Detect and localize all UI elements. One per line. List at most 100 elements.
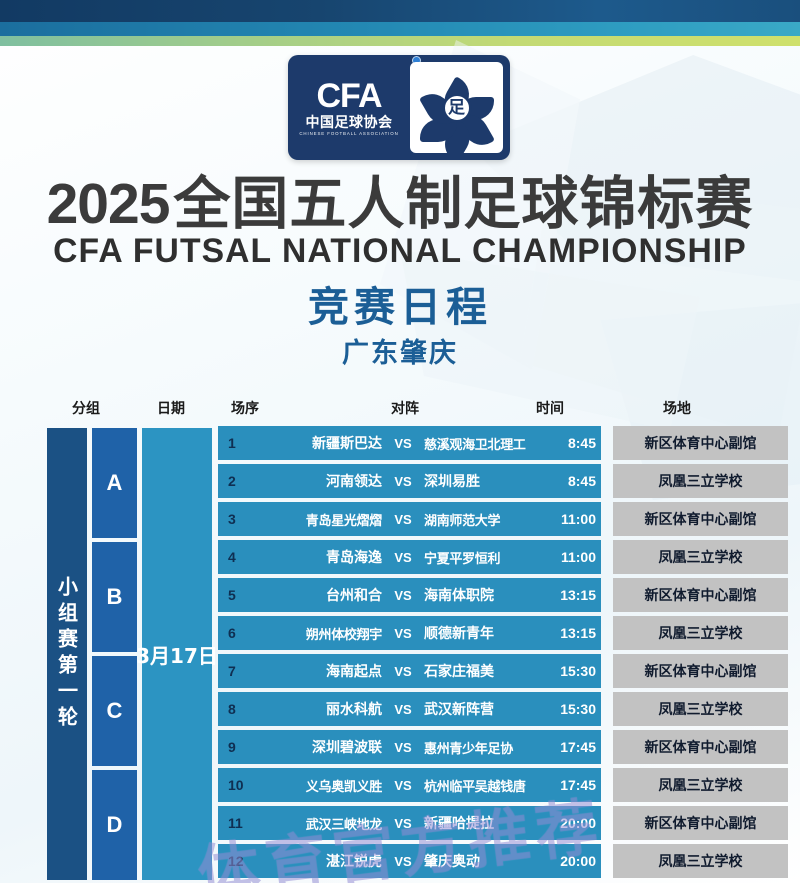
home-team: 河南领达 bbox=[326, 474, 382, 490]
match-number: 9 bbox=[228, 739, 236, 755]
home-team: 青岛星光熠熠 bbox=[305, 513, 383, 529]
table-row: 1 新疆斯巴达 VS 慈溪观海卫北理工 8:45 新区体育中心副馆 bbox=[218, 426, 788, 460]
match-number: 8 bbox=[228, 701, 236, 717]
match-number: 1 bbox=[228, 435, 236, 451]
header-date: 日期 bbox=[157, 401, 185, 417]
table-row: 3 青岛星光熠熠 VS 湖南师范大学 11:00 新区体育中心副馆 bbox=[218, 502, 788, 536]
match-number: 5 bbox=[228, 587, 236, 603]
match-time: 15:30 bbox=[560, 701, 596, 717]
cfa-chinese-name: 中国足球协会 bbox=[305, 113, 393, 130]
match-venue: 新区体育中心副馆 bbox=[613, 578, 788, 612]
home-team: 台州和合 bbox=[326, 588, 382, 604]
match-venue: 凤凰三立学校 bbox=[613, 540, 788, 574]
event-location: 广东肇庆 bbox=[342, 338, 458, 369]
match-venue: 新区体育中心副馆 bbox=[613, 654, 788, 688]
vs-label: VS bbox=[394, 663, 412, 679]
page-title-chinese: 2025全国五人制足球锦标赛 bbox=[0, 176, 800, 233]
header-matchup: 对阵 bbox=[391, 401, 419, 417]
match-info: 7 海南起点 VS 石家庄福美 15:30 bbox=[218, 654, 601, 688]
home-team: 青岛海逸 bbox=[326, 550, 382, 566]
match-venue: 新区体育中心副馆 bbox=[613, 502, 788, 536]
table-row: 12 湛江锐虎 VS 肇庆奥动 20:00 凤凰三立学校 bbox=[218, 844, 788, 878]
vs-label: VS bbox=[394, 815, 412, 831]
match-time: 11:00 bbox=[560, 511, 596, 527]
match-number: 10 bbox=[228, 777, 244, 793]
away-team: 海南体职院 bbox=[424, 588, 494, 604]
table-header-row: 分组 日期 场序 对阵 时间 场地 bbox=[0, 398, 800, 426]
round-label-text: 小组赛第一轮 bbox=[54, 576, 79, 732]
cfa-english-name: CHINESE FOOTBALL ASSOCIATION bbox=[299, 130, 399, 136]
header-group: 分组 bbox=[72, 401, 100, 417]
group-cell-a: A bbox=[92, 428, 137, 538]
match-venue: 新区体育中心副馆 bbox=[613, 426, 788, 460]
home-team: 朔州体校翔宇 bbox=[305, 627, 383, 643]
match-time: 8:45 bbox=[567, 435, 596, 451]
match-info: 11 武汉三峡地龙 VS 新疆哈提拉 20:00 bbox=[218, 806, 601, 840]
header-time: 时间 bbox=[536, 401, 564, 417]
match-venue: 新区体育中心副馆 bbox=[613, 730, 788, 764]
group-cell-c: C bbox=[92, 656, 137, 766]
home-team: 海南起点 bbox=[326, 664, 382, 680]
away-team: 杭州临平吴越钱唐 bbox=[424, 779, 526, 795]
match-number: 11 bbox=[228, 815, 243, 831]
group-cell-d: D bbox=[92, 770, 137, 880]
match-info: 10 义乌奥凯义胜 VS 杭州临平吴越钱唐 17:45 bbox=[218, 768, 601, 802]
away-team: 武汉新阵营 bbox=[424, 702, 494, 718]
table-row: 7 海南起点 VS 石家庄福美 15:30 新区体育中心副馆 bbox=[218, 654, 788, 688]
vs-label: VS bbox=[394, 701, 412, 717]
match-number: 7 bbox=[228, 663, 236, 679]
vs-label: VS bbox=[394, 739, 412, 755]
home-team: 湛江锐虎 bbox=[326, 854, 382, 870]
vs-label: VS bbox=[394, 853, 412, 869]
table-row: 4 青岛海逸 VS 宁夏平罗恒利 11:00 凤凰三立学校 bbox=[218, 540, 788, 574]
match-venue: 凤凰三立学校 bbox=[613, 616, 788, 650]
shutter-emblem-icon: 足 bbox=[418, 71, 495, 153]
cfa-logo-wordmark: CFA 中国足球协会 CHINESE FOOTBALL ASSOCIATION bbox=[288, 55, 421, 160]
away-team: 惠州青少年足协 bbox=[424, 741, 513, 757]
title-chinese-text: 全国五人制足球锦标赛 bbox=[173, 171, 754, 237]
table-row: 11 武汉三峡地龙 VS 新疆哈提拉 20:00 新区体育中心副馆 bbox=[218, 806, 788, 840]
header-match-no: 场序 bbox=[231, 401, 259, 417]
table-row: 5 台州和合 VS 海南体职院 13:15 新区体育中心副馆 bbox=[218, 578, 788, 612]
top-stripe-navy bbox=[0, 0, 800, 22]
away-team: 肇庆奥动 bbox=[424, 854, 480, 870]
cfa-logo: CFA 中国足球协会 CHINESE FOOTBALL ASSOCIATION … bbox=[288, 55, 510, 160]
vs-label: VS bbox=[394, 435, 412, 451]
home-team: 深圳碧波联 bbox=[312, 740, 382, 756]
group-cell-b: B bbox=[92, 542, 137, 652]
vs-label: VS bbox=[394, 587, 412, 603]
vs-label: VS bbox=[394, 549, 412, 565]
match-time: 13:15 bbox=[560, 587, 596, 603]
match-venue: 凤凰三立学校 bbox=[613, 844, 788, 878]
top-stripe-teal bbox=[0, 22, 800, 36]
match-info: 9 深圳碧波联 VS 惠州青少年足协 17:45 bbox=[218, 730, 601, 764]
header-venue: 场地 bbox=[663, 401, 691, 417]
match-time: 20:00 bbox=[560, 853, 596, 869]
emblem-center-letter: 足 bbox=[441, 92, 472, 123]
cfa-acronym: CFA bbox=[316, 76, 383, 115]
match-info: 4 青岛海逸 VS 宁夏平罗恒利 11:00 bbox=[218, 540, 601, 574]
table-row: 6 朔州体校翔宇 VS 顺德新青年 13:15 凤凰三立学校 bbox=[218, 616, 788, 650]
match-time: 17:45 bbox=[560, 777, 596, 793]
table-row: 8 丽水科航 VS 武汉新阵营 15:30 凤凰三立学校 bbox=[218, 692, 788, 726]
match-venue: 凤凰三立学校 bbox=[613, 692, 788, 726]
round-label-cell: 小组赛第一轮 bbox=[47, 428, 87, 880]
match-info: 6 朔州体校翔宇 VS 顺德新青年 13:15 bbox=[218, 616, 601, 650]
home-team: 武汉三峡地龙 bbox=[305, 817, 383, 833]
title-year: 2025 bbox=[46, 172, 171, 236]
away-team: 石家庄福美 bbox=[424, 664, 494, 680]
away-team: 深圳易胜 bbox=[424, 474, 480, 490]
match-venue: 新区体育中心副馆 bbox=[613, 806, 788, 840]
away-team: 慈溪观海卫北理工 bbox=[424, 437, 526, 453]
match-number: 12 bbox=[228, 853, 244, 869]
match-time: 13:15 bbox=[560, 625, 596, 641]
match-time: 15:30 bbox=[560, 663, 596, 679]
top-stripe-green bbox=[0, 36, 800, 46]
page-title-english: CFA FUTSAL NATIONAL CHAMPIONSHIP bbox=[53, 232, 747, 270]
table-row: 10 义乌奥凯义胜 VS 杭州临平吴越钱唐 17:45 凤凰三立学校 bbox=[218, 768, 788, 802]
vs-label: VS bbox=[394, 473, 412, 489]
match-time: 11:00 bbox=[560, 549, 596, 565]
match-time: 17:45 bbox=[560, 739, 596, 755]
